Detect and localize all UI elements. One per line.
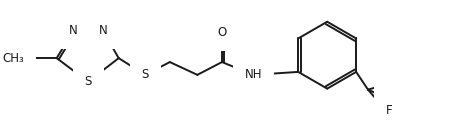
Text: F: F — [385, 78, 392, 91]
Text: F: F — [385, 91, 392, 104]
Text: F: F — [385, 104, 392, 117]
Text: N: N — [98, 24, 107, 37]
Text: N: N — [69, 24, 78, 37]
Text: CH₃: CH₃ — [2, 52, 24, 65]
Text: NH: NH — [244, 68, 262, 81]
Text: S: S — [141, 68, 149, 81]
Text: O: O — [217, 26, 226, 39]
Text: S: S — [84, 75, 92, 88]
